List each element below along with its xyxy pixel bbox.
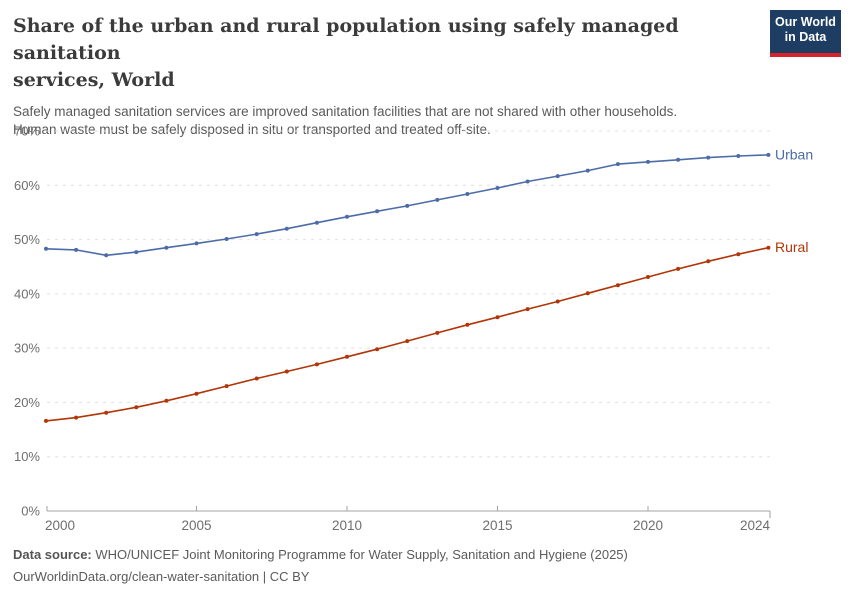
chart-footer: Data source: WHO/UNICEF Joint Monitoring… — [13, 544, 628, 588]
urban-point-2004[interactable] — [164, 245, 169, 250]
rural-point-2008[interactable] — [284, 369, 289, 374]
rural-point-2004[interactable] — [164, 398, 169, 403]
x-tick-label-2000: 2000 — [45, 518, 75, 533]
rural-point-2011[interactable] — [375, 347, 380, 352]
x-tick-label-2005: 2005 — [181, 518, 211, 533]
data-source-value: WHO/UNICEF Joint Monitoring Programme fo… — [95, 547, 628, 562]
urban-point-2003[interactable] — [134, 250, 139, 255]
urban-point-2009[interactable] — [314, 220, 319, 225]
data-source-label: Data source: — [13, 547, 92, 562]
chart-subtitle-line-2: Human waste must be safely disposed in s… — [13, 122, 491, 137]
rural-point-2021[interactable] — [676, 266, 681, 271]
rural-point-2015[interactable] — [495, 315, 500, 320]
urban-point-2005[interactable] — [194, 241, 199, 246]
x-tick-label-2010: 2010 — [332, 518, 362, 533]
urban-point-2016[interactable] — [525, 179, 530, 184]
urban-point-2007[interactable] — [254, 232, 259, 237]
x-tick-label-2015: 2015 — [482, 518, 512, 533]
y-tick-label-60: 60% — [14, 178, 40, 193]
urban-point-2020[interactable] — [646, 159, 650, 164]
rural-line[interactable] — [45, 246, 769, 422]
urban-point-2013[interactable] — [435, 197, 440, 202]
rural-point-2009[interactable] — [314, 362, 319, 367]
y-tick-label-50: 50% — [14, 232, 40, 247]
citation-line[interactable]: OurWorldinData.org/clean-water-sanitatio… — [13, 569, 310, 584]
urban-point-2010[interactable] — [345, 214, 349, 219]
urban-point-2024[interactable] — [766, 152, 771, 157]
y-tick-label-0: 0% — [21, 504, 40, 519]
urban-point-2012[interactable] — [405, 203, 410, 208]
urban-point-2015[interactable] — [495, 186, 500, 190]
x-tick-label-2024: 2024 — [740, 518, 771, 533]
urban-point-2000[interactable] — [44, 246, 48, 251]
owid-logo-line-2: in Data — [784, 30, 827, 44]
urban-point-2017[interactable] — [555, 174, 560, 179]
data-source-line: Data source: WHO/UNICEF Joint Monitoring… — [13, 544, 628, 566]
rural-point-2012[interactable] — [405, 339, 410, 344]
page-title: Share of the urban and rural population … — [13, 13, 763, 94]
urban-point-2001[interactable] — [74, 247, 79, 252]
x-tick-label-2020: 2020 — [633, 518, 663, 533]
chart-subtitle: Safely managed sanitation services are i… — [13, 103, 758, 139]
rural-series-label[interactable]: Rural — [775, 239, 808, 255]
y-tick-label-20: 20% — [14, 395, 40, 410]
urban-point-2008[interactable] — [284, 226, 289, 231]
rural-point-2017[interactable] — [555, 299, 560, 304]
y-tick-label-70: 70% — [14, 124, 40, 139]
rural-point-2018[interactable] — [585, 291, 590, 296]
chart-header: Share of the urban and rural population … — [13, 13, 763, 139]
urban-point-2006[interactable] — [224, 237, 229, 241]
rural-point-2023[interactable] — [736, 252, 741, 257]
y-tick-label-10: 10% — [14, 449, 40, 464]
rural-point-2006[interactable] — [224, 384, 229, 389]
urban-series-label[interactable]: Urban — [775, 146, 813, 162]
rural-point-2005[interactable] — [194, 391, 199, 396]
chart-subtitle-line-1: Safely managed sanitation services are i… — [13, 104, 678, 119]
page-title-line-2: services, World — [13, 69, 175, 91]
rural-point-2007[interactable] — [254, 376, 259, 381]
rural-point-2014[interactable] — [465, 322, 470, 327]
y-tick-label-40: 40% — [14, 286, 40, 301]
urban-point-2018[interactable] — [585, 168, 590, 173]
rural-point-2001[interactable] — [74, 415, 79, 420]
urban-point-2019[interactable] — [615, 162, 620, 167]
page-title-line-1: Share of the urban and rural population … — [13, 15, 679, 64]
rural-point-2000[interactable] — [44, 418, 48, 423]
urban-point-2011[interactable] — [375, 209, 380, 214]
owid-logo-line-1: Our World — [775, 15, 836, 29]
y-tick-label-30: 30% — [14, 341, 40, 356]
urban-point-2014[interactable] — [465, 192, 470, 196]
rural-point-2019[interactable] — [615, 283, 620, 288]
urban-point-2023[interactable] — [736, 154, 741, 158]
rural-point-2003[interactable] — [134, 405, 139, 410]
rural-point-2010[interactable] — [345, 354, 349, 359]
rural-point-2002[interactable] — [104, 410, 109, 415]
rural-point-2024[interactable] — [766, 245, 771, 250]
rural-point-2013[interactable] — [435, 330, 440, 335]
rural-point-2022[interactable] — [706, 259, 711, 264]
urban-point-2022[interactable] — [706, 155, 711, 160]
urban-point-2002[interactable] — [104, 253, 109, 258]
owid-logo[interactable]: Our World in Data — [770, 10, 841, 57]
urban-point-2021[interactable] — [676, 157, 681, 162]
rural-point-2020[interactable] — [646, 275, 650, 279]
rural-point-2016[interactable] — [525, 307, 530, 312]
